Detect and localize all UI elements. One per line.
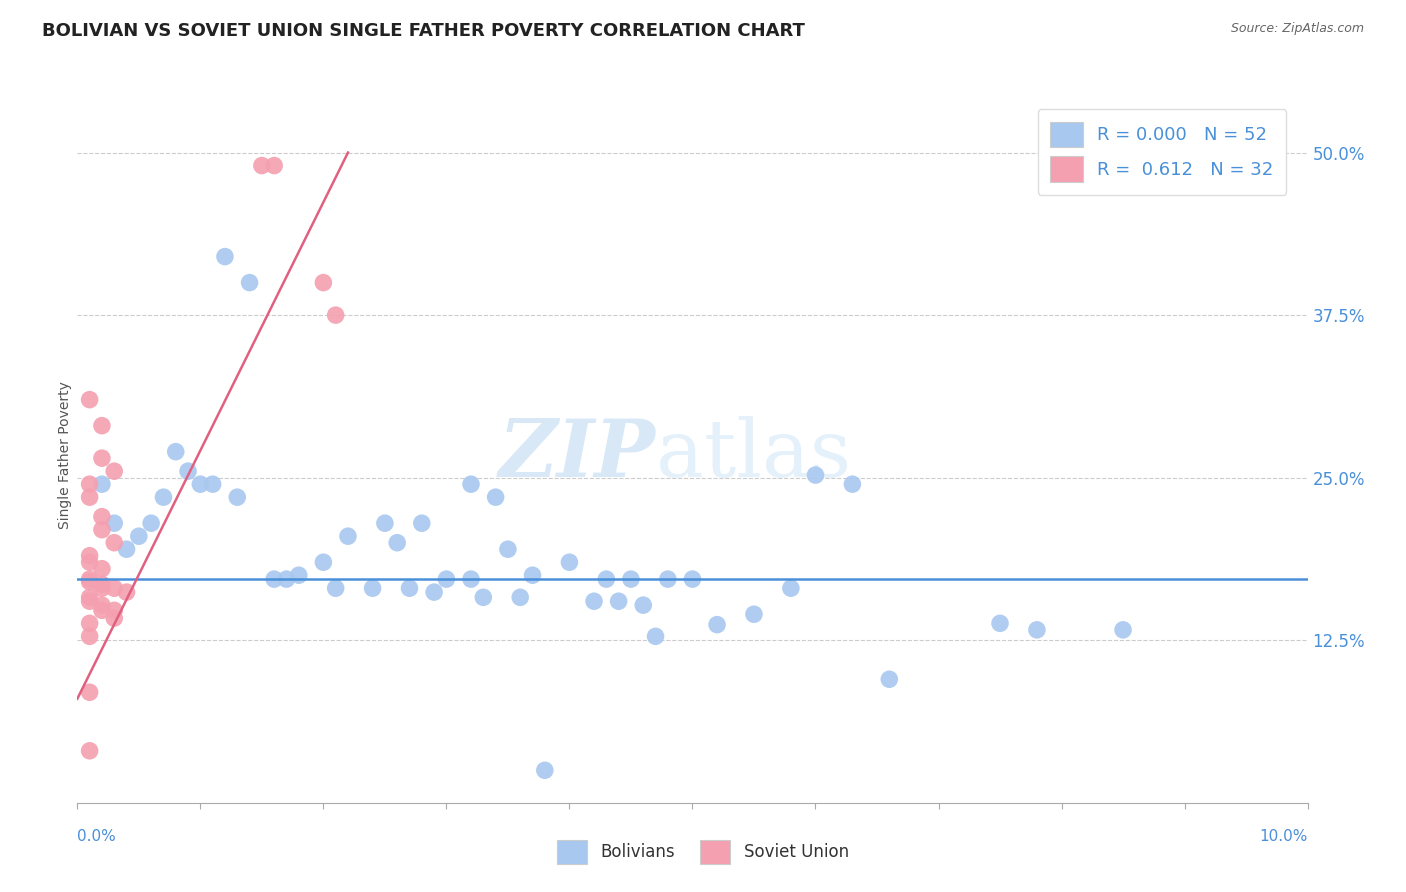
Point — [312, 555, 335, 569]
Point — [90, 509, 114, 524]
Point — [558, 555, 581, 569]
Y-axis label: Single Father Poverty: Single Father Poverty — [58, 381, 72, 529]
Point — [607, 594, 630, 608]
Point — [288, 568, 311, 582]
Point — [682, 572, 704, 586]
Point — [103, 535, 125, 549]
Point — [103, 516, 125, 531]
Point — [595, 572, 617, 586]
Text: 0.0%: 0.0% — [77, 830, 117, 844]
Point — [583, 594, 606, 608]
Point — [103, 464, 125, 478]
Point — [90, 562, 114, 576]
Point — [276, 572, 298, 586]
Point — [374, 516, 396, 531]
Point — [79, 392, 101, 407]
Point — [325, 308, 347, 322]
Point — [79, 555, 101, 569]
Point — [325, 581, 347, 595]
Point — [496, 542, 519, 557]
Point — [1112, 623, 1135, 637]
Point — [460, 572, 482, 586]
Point — [460, 477, 482, 491]
Point — [988, 616, 1011, 631]
Point — [423, 585, 446, 599]
Point — [742, 607, 765, 622]
Point — [165, 444, 187, 458]
Point — [411, 516, 433, 531]
Point — [188, 477, 212, 491]
Point — [804, 468, 827, 483]
Point — [79, 591, 101, 605]
Point — [522, 568, 544, 582]
Point — [90, 598, 114, 612]
Text: BOLIVIAN VS SOVIET UNION SINGLE FATHER POVERTY CORRELATION CHART: BOLIVIAN VS SOVIET UNION SINGLE FATHER P… — [42, 22, 806, 40]
Text: atlas: atlas — [655, 416, 851, 494]
Point — [879, 672, 901, 686]
Point — [90, 523, 114, 537]
Point — [152, 490, 174, 504]
Point — [79, 549, 101, 563]
Point — [226, 490, 249, 504]
Point — [90, 477, 114, 491]
Point — [90, 603, 114, 617]
Point — [534, 764, 557, 778]
Point — [644, 629, 666, 643]
Text: Source: ZipAtlas.com: Source: ZipAtlas.com — [1230, 22, 1364, 36]
Point — [385, 535, 409, 549]
Point — [79, 744, 101, 758]
Point — [177, 464, 200, 478]
Point — [201, 477, 224, 491]
Point — [398, 581, 420, 595]
Point — [79, 685, 101, 699]
Point — [79, 594, 101, 608]
Point — [90, 581, 114, 595]
Point — [250, 159, 273, 173]
Point — [214, 250, 236, 264]
Point — [263, 159, 285, 173]
Point — [1026, 623, 1049, 637]
Point — [103, 581, 125, 595]
Point — [90, 451, 114, 466]
Text: 10.0%: 10.0% — [1260, 830, 1308, 844]
Point — [103, 603, 125, 617]
Point — [103, 611, 125, 625]
Point — [128, 529, 150, 543]
Point — [657, 572, 679, 586]
Point — [79, 572, 101, 586]
Point — [79, 629, 101, 643]
Point — [141, 516, 163, 531]
Point — [79, 477, 101, 491]
Point — [337, 529, 360, 543]
Point — [79, 490, 101, 504]
Point — [780, 581, 803, 595]
Point — [115, 542, 138, 557]
Point — [436, 572, 458, 586]
Point — [472, 591, 495, 605]
Point — [239, 276, 262, 290]
Point — [263, 572, 285, 586]
Point — [79, 574, 101, 589]
Point — [361, 581, 384, 595]
Legend: Bolivians, Soviet Union: Bolivians, Soviet Union — [551, 833, 855, 871]
Point — [841, 477, 863, 491]
Legend: R = 0.000   N = 52, R =  0.612   N = 32: R = 0.000 N = 52, R = 0.612 N = 32 — [1038, 109, 1286, 194]
Point — [706, 617, 728, 632]
Point — [620, 572, 643, 586]
Point — [633, 598, 655, 612]
Point — [485, 490, 508, 504]
Point — [115, 585, 138, 599]
Point — [90, 577, 114, 591]
Point — [509, 591, 531, 605]
Point — [90, 418, 114, 433]
Point — [79, 616, 101, 631]
Point — [312, 276, 335, 290]
Text: ZIP: ZIP — [499, 417, 655, 493]
